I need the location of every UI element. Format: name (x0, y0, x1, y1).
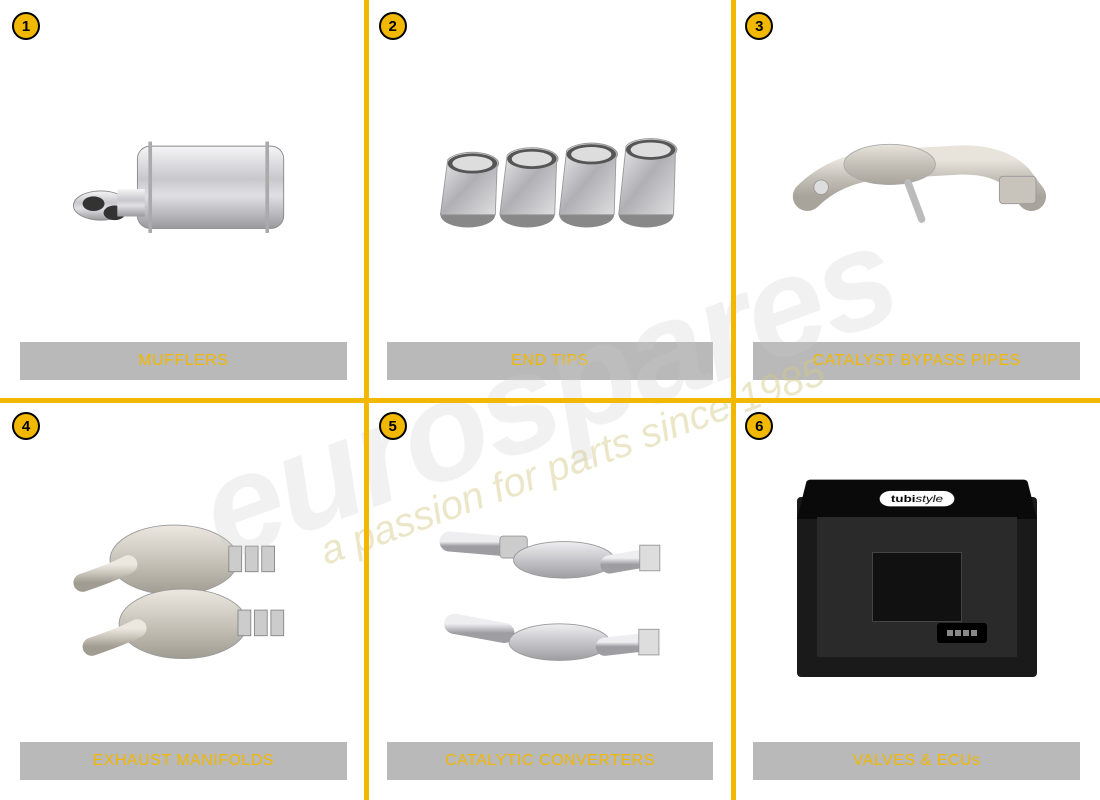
category-label-text: EXHAUST MANIFOLDS (93, 752, 275, 769)
category-label: END TIPS (387, 342, 714, 380)
category-label-text: END TIPS (511, 352, 589, 369)
logo-text-b: style (915, 493, 943, 504)
grid-divider-horizontal (0, 398, 1100, 403)
category-cell-catalytic-converters[interactable]: 5 (367, 400, 734, 800)
cell-number-badge: 5 (379, 412, 407, 440)
category-label-text: VALVES & ECUs (853, 752, 981, 769)
cell-number: 2 (388, 18, 396, 35)
product-grid: 1 MUFFLERS 2 (0, 0, 1100, 800)
category-label: EXHAUST MANIFOLDS (20, 742, 347, 780)
cell-number-badge: 1 (12, 12, 40, 40)
category-cell-valves-ecus[interactable]: 6 tubistyle VALVES & ECUs (733, 400, 1100, 800)
category-cell-bypass-pipes[interactable]: 3 CATALYST BYPASS PIPES (733, 0, 1100, 400)
cell-number-badge: 2 (379, 12, 407, 40)
tubistyle-logo: tubistyle (878, 491, 954, 506)
product-image-mufflers (12, 12, 355, 342)
category-label: CATALYST BYPASS PIPES (753, 342, 1080, 380)
cell-number: 4 (22, 418, 30, 435)
category-label-text: CATALYTIC CONVERTERS (445, 752, 655, 769)
product-image-bypass-pipes (745, 12, 1088, 342)
category-label: CATALYTIC CONVERTERS (387, 742, 714, 780)
logo-text-a: tubi (890, 493, 915, 504)
ecu-remote (937, 623, 987, 643)
cell-number: 1 (22, 18, 30, 35)
category-cell-mufflers[interactable]: 1 MUFFLERS (0, 0, 367, 400)
ecu-module (872, 552, 962, 622)
cell-number-badge: 4 (12, 412, 40, 440)
product-image-manifolds (12, 412, 355, 742)
ecu-box-lid: tubistyle (797, 480, 1037, 519)
cell-number: 5 (388, 418, 396, 435)
cell-number: 3 (755, 18, 763, 35)
category-label: MUFFLERS (20, 342, 347, 380)
product-image-catalytic-converters (379, 412, 722, 742)
ecu-box: tubistyle (797, 497, 1037, 677)
product-image-valves-ecus: tubistyle (745, 412, 1088, 742)
cell-number: 6 (755, 418, 763, 435)
product-image-end-tips (379, 12, 722, 342)
category-label: VALVES & ECUs (753, 742, 1080, 780)
ecu-foam-insert (817, 517, 1017, 657)
category-cell-manifolds[interactable]: 4 (0, 400, 367, 800)
category-label-text: CATALYST BYPASS PIPES (813, 352, 1021, 369)
category-cell-end-tips[interactable]: 2 (367, 0, 734, 400)
category-label-text: MUFFLERS (138, 352, 228, 369)
